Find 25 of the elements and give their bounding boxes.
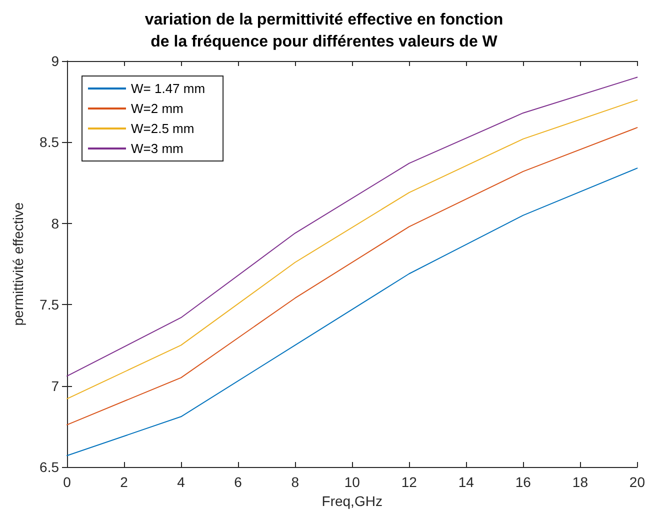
y-tick-label: 8 [51,215,60,232]
y-tick-label: 9 [51,53,60,69]
y-tick-label: 7.5 [40,296,60,313]
x-tick-label: 6 [234,474,242,490]
x-tick-label: 20 [629,474,646,490]
x-tick-label: 8 [291,474,300,490]
y-tick-label: 6.5 [40,459,60,475]
x-tick-label: 10 [344,474,360,490]
y-tick-label: 8.5 [40,134,60,150]
x-tick-label: 16 [515,474,532,490]
legend-label: W= 1.47 mm [131,81,206,96]
legend-label: W=3 mm [131,141,184,156]
x-tick-label: 4 [177,474,186,490]
x-tick-label: 12 [401,474,418,490]
x-tick-label: 0 [63,474,72,490]
y-axis-title: permittivité effective [10,202,26,326]
chart-title: variation de la permittivité effective en fonction de la fréquence pour différentes valeurs de W [144,12,504,50]
x-tick-label: 2 [120,474,128,490]
x-axis-title: Freq,GHz [322,492,382,509]
x-tick-label: 18 [572,474,588,490]
y-tick-label: 7 [51,378,60,394]
legend-label: W=2 mm [131,101,184,116]
legend-label: W=2.5 mm [131,121,194,136]
x-tick-label: 14 [458,474,474,490]
line-series [66,168,638,456]
